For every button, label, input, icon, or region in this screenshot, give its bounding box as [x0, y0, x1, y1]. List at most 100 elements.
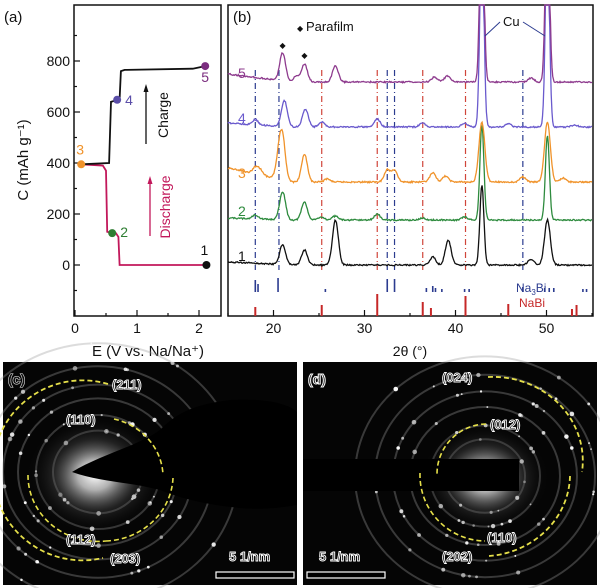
parafilm-marker: ◆ [301, 51, 308, 60]
diffraction-spot [126, 368, 129, 372]
diffraction-spot [130, 571, 134, 575]
diffraction-spot [71, 386, 75, 390]
panel-b-xtick-label: 30 [357, 320, 373, 336]
panel-a-ylabel: C (mAh g⁻¹) [15, 119, 32, 200]
panel-b-xtick-label: 20 [266, 320, 282, 336]
diffraction-spot [542, 409, 546, 413]
panel-a-lines [81, 65, 207, 266]
charge-arrowhead [143, 84, 149, 92]
ring-112 [27, 474, 174, 543]
panel-b-label: (b) [233, 9, 251, 26]
diffraction-spot [542, 517, 545, 521]
diffraction-spot [16, 546, 21, 551]
diffraction-spot [36, 561, 39, 563]
ring-211-203 [0, 379, 109, 562]
state-label-2: 2 [120, 224, 128, 240]
panel-c-label: (c) [8, 371, 25, 387]
panel-d-beam-stop [303, 459, 519, 491]
panel-c-scale-label: 5 1/nm [229, 549, 270, 564]
cu-arrow-right [522, 21, 546, 37]
xrd-pattern-label-3: 3 [238, 165, 246, 181]
diffraction-spot [434, 421, 438, 426]
diffraction-spot [476, 372, 481, 378]
state-point-4 [113, 95, 122, 104]
state-point-1 [202, 261, 211, 269]
diffraction-spot [170, 360, 175, 365]
cu-arrow-left [484, 21, 501, 37]
panel-c-scale-bar [215, 571, 295, 579]
panel-a-xtick-label: 1 [133, 320, 141, 336]
diffraction-spot [590, 448, 592, 450]
discharge-annotation: Discharge [157, 175, 173, 238]
diffraction-spot [592, 490, 595, 494]
diffraction-spot [90, 342, 93, 345]
ring-202 [488, 475, 571, 557]
diffraction-spot [18, 419, 23, 424]
diffraction-spot [458, 555, 463, 560]
diffraction-spot [374, 490, 378, 494]
diffraction-spot [432, 385, 435, 388]
diffraction-spot [460, 393, 463, 396]
diffraction-spot [462, 556, 467, 561]
ring-label-112: (112) [66, 532, 96, 547]
diffraction-spot [446, 552, 451, 556]
xrd-pattern-4 [227, 4, 593, 129]
diffraction-spot [412, 449, 418, 455]
diffraction-spot [118, 554, 124, 560]
diffraction-spot [442, 380, 447, 384]
diffraction-spot [445, 533, 449, 538]
panel-a-xtick-label: 2 [195, 320, 203, 336]
diffraction-spot [408, 548, 412, 552]
panel-b: (b) ◆ Parafilm 1 2 3 4 5 ◆ ◆ 20 30 40 50 Cu Na3Bi… [227, 4, 594, 359]
diffraction-spot [468, 574, 471, 578]
diffraction-spot [455, 393, 459, 397]
panel-a-points: 1 2 3 4 5 [76, 62, 211, 269]
panel-b-axes: 20 30 40 50 [227, 310, 593, 336]
panel-c: (c) (211) (110) (112) (203) 5 1/nm [0, 342, 297, 588]
diffraction-spot [556, 375, 561, 380]
state-label-1: 1 [200, 242, 208, 258]
panel-a-xtick-label: 0 [71, 320, 79, 336]
state-label-5: 5 [201, 69, 209, 85]
diffraction-spot [27, 433, 31, 437]
discharge-arrowhead [147, 176, 153, 184]
diffraction-spot [177, 514, 182, 520]
diffraction-spot [518, 413, 522, 417]
panel-b-xtick-label: 50 [539, 320, 555, 336]
diffraction-spot [159, 535, 164, 539]
diffraction-spot [539, 387, 542, 391]
diffraction-spot [465, 541, 469, 545]
panel-b-series: 1 2 3 4 5 ◆ ◆ [227, 4, 593, 268]
diffraction-spot [531, 402, 535, 406]
diffraction-spot [42, 398, 46, 402]
diffraction-spot [461, 572, 466, 578]
diffraction-spot [18, 451, 23, 456]
xrd-pattern-3 [227, 120, 593, 184]
xrd-pattern-label-2: 2 [238, 203, 246, 219]
diffraction-spot [536, 522, 541, 526]
diffraction-spot [49, 546, 52, 549]
panel-a-xlabel: E (V vs. Na/Na⁺) [92, 343, 204, 360]
ring-024 [487, 376, 584, 473]
panel-b-frame [227, 4, 594, 317]
xrd-pattern-5 [227, 4, 593, 84]
diffraction-spot [169, 500, 173, 504]
diffraction-spot [20, 578, 23, 582]
charge-annotation: Charge [155, 92, 171, 138]
panel-d: (d) (024) (012) (110) (202) 5 1/nm [303, 355, 600, 588]
ring-label-024: (024) [442, 370, 472, 385]
diffraction-spot [475, 575, 478, 579]
panel-a-ytick-label: 400 [47, 155, 71, 171]
xrd-pattern-2 [227, 125, 593, 222]
diffraction-spot [20, 389, 26, 394]
diffraction-spot [31, 406, 36, 410]
diffraction-spot [569, 411, 575, 417]
panel-a-series-charge [81, 65, 206, 166]
diffraction-spot [396, 446, 400, 450]
diffraction-spot [152, 417, 157, 423]
state-point-5 [201, 62, 210, 71]
diffraction-spot [411, 419, 417, 425]
parafilm-marker: ◆ [280, 41, 287, 50]
panel-a-ytick-label: 0 [62, 257, 70, 273]
diffraction-spot [9, 432, 15, 437]
